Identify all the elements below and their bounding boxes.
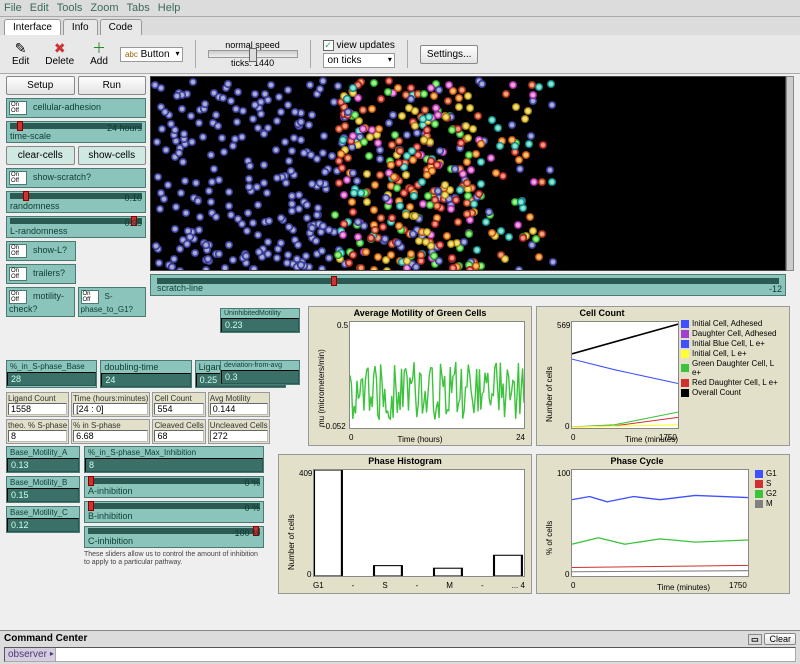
legend-item: M [755, 499, 785, 508]
randomness-slider[interactable]: randomness0.10 [6, 191, 146, 213]
legend-item: Initial Cell, Adhesed [681, 319, 785, 328]
scratch-line-slider[interactable]: scratch-line -12 [150, 274, 786, 296]
legend-item: S [755, 479, 785, 488]
doubling-time-input[interactable]: doubling-time24 [100, 360, 191, 388]
speed-slider[interactable]: normal speed ticks: 1440 [208, 40, 298, 68]
menu-help[interactable]: Help [158, 2, 181, 14]
cellcount-plot: Cell Count 569 0 Number of cells Initial… [536, 306, 790, 446]
time-monitor: Time (hours:minutes)[24 : 0] [71, 392, 150, 417]
separator [407, 40, 408, 68]
switch-icon: OnOff [81, 290, 99, 304]
switch-icon: OnOff [9, 101, 27, 115]
menu-bar: File Edit Tools Zoom Tabs Help [0, 0, 800, 17]
inhibition-note: These sliders allow us to control the am… [84, 551, 264, 567]
show-L-switch[interactable]: OnOffshow-L? [6, 241, 76, 261]
legend-item: Initial Cell, L e+ [681, 349, 785, 358]
uncleaved-monitor: Uncleaved Cells272 [208, 419, 270, 444]
edit-button[interactable]: ✎Edit [8, 39, 33, 69]
pencil-icon: ✎ [15, 41, 27, 55]
menu-file[interactable]: File [4, 2, 22, 14]
pct-sphase-monitor: % in S-phase6.68 [71, 419, 150, 444]
phasecycle-plot: Phase Cycle 100 0 % of cells G1SG2M 0 17… [536, 454, 790, 594]
base-motility-b-input[interactable]: Base_Motility_B0.15 [6, 476, 80, 503]
histogram-plot: Phase Histogram 409 0 Number of cells G1… [278, 454, 532, 594]
world-view[interactable] [150, 76, 786, 271]
base-motility-a-input[interactable]: Base_Motility_A0.13 [6, 446, 80, 473]
legend-item: Green Daughter Cell, L e+ [681, 359, 785, 377]
settings-button[interactable]: Settings... [420, 45, 478, 64]
time-scale-slider[interactable]: time-scale24 hours [6, 121, 146, 143]
motility-plot: Average Motility of Green Cells 0.5 -0.0… [308, 306, 532, 446]
command-center-title: Command Center [4, 633, 87, 645]
legend-item: Red Daughter Cell, L e+ [681, 378, 785, 387]
switch-icon: OnOff [9, 171, 27, 185]
pct-sphase-base-input[interactable]: %_in_S-phase_Base28 [6, 360, 97, 388]
workspace: Setup Run OnOffcellular-adhesion time-sc… [0, 74, 800, 630]
run-button[interactable]: Run [78, 76, 147, 95]
tab-strip: Interface Info Code [0, 17, 800, 35]
sphase-to-g1-switch[interactable]: OnOffS-phase_to_G1? [78, 287, 147, 317]
cmd-toggle-icon[interactable]: ▭ [748, 634, 762, 645]
legend-item: Overall Count [681, 388, 785, 397]
legend-item: G1 [755, 469, 785, 478]
delete-label: Delete [45, 56, 74, 67]
x-icon: ✖ [54, 41, 66, 55]
menu-zoom[interactable]: Zoom [90, 2, 118, 14]
widget-type-combo[interactable]: abc Button [120, 47, 183, 62]
pct-sphase-max-input[interactable]: %_in_S-phase_Max_Inhibition8 [84, 446, 264, 473]
command-center: Command Center ▭ Clear observer [0, 630, 800, 664]
update-mode-combo[interactable]: on ticks [323, 53, 395, 68]
L-randomness-slider[interactable]: L-randomness0.95 [6, 216, 146, 238]
switch-icon: OnOff [9, 290, 27, 304]
switch-icon: OnOff [9, 244, 27, 258]
menu-tools[interactable]: Tools [57, 2, 83, 14]
setup-button[interactable]: Setup [6, 76, 75, 95]
clear-cells-button[interactable]: clear-cells [6, 146, 75, 165]
add-button[interactable]: ＋Add [86, 39, 112, 69]
show-scratch-switch[interactable]: OnOffshow-scratch? [6, 168, 146, 188]
base-motility-c-input[interactable]: Base_Motility_C0.12 [6, 506, 80, 533]
switch-icon: OnOff [9, 267, 27, 281]
trailers-switch[interactable]: OnOfftrailers? [6, 264, 76, 284]
view-updates-label: view updates [337, 40, 395, 51]
separator [310, 40, 311, 68]
cleaved-monitor: Cleaved Cells68 [152, 419, 205, 444]
plus-icon: ＋ [92, 41, 106, 55]
c-inhibition-slider[interactable]: C-inhibition100 % [84, 526, 264, 548]
cell-count-monitor: Cell Count554 [152, 392, 205, 417]
add-label: Add [90, 56, 108, 67]
command-input[interactable] [56, 648, 795, 661]
observer-prompt[interactable]: observer [5, 648, 56, 661]
edit-label: Edit [12, 56, 29, 67]
cellular-adhesion-switch[interactable]: OnOffcellular-adhesion [6, 98, 146, 118]
avg-motility-monitor: Avg Motility0.144 [208, 392, 270, 417]
combo-label: Button [141, 49, 170, 60]
theo-sphase-monitor: theo. % S-phase8 [6, 419, 69, 444]
toolbar: ✎Edit ✖Delete ＋Add abc Button normal spe… [0, 35, 800, 74]
uninhibited-motility-input[interactable]: UninhibitedMotility0.23 [220, 308, 300, 333]
view-updates-checkbox[interactable]: ✓ [323, 40, 334, 51]
menu-edit[interactable]: Edit [30, 2, 49, 14]
menu-tabs[interactable]: Tabs [127, 2, 150, 14]
tab-code[interactable]: Code [100, 19, 142, 35]
legend-item: Daughter Cell, Adhesed [681, 329, 785, 338]
motility-check-switch[interactable]: OnOffmotility-check? [6, 287, 75, 317]
a-inhibition-slider[interactable]: A-inhibition0 % [84, 476, 264, 498]
tab-interface[interactable]: Interface [4, 19, 61, 35]
delete-button[interactable]: ✖Delete [41, 39, 78, 69]
b-inhibition-slider[interactable]: B-inhibition0 % [84, 501, 264, 523]
tab-info[interactable]: Info [63, 19, 98, 35]
legend-item: Initial Blue Cell, L e+ [681, 339, 785, 348]
deviation-from-avg-input[interactable]: deviation-from-avg0.3 [220, 360, 300, 385]
show-cells-button[interactable]: show-cells [78, 146, 147, 165]
separator [195, 40, 196, 68]
clear-button[interactable]: Clear [764, 633, 796, 645]
legend-item: G2 [755, 489, 785, 498]
ticks-value: 1440 [254, 58, 274, 68]
ligand-count-monitor: Ligand Count1558 [6, 392, 69, 417]
scrollbar[interactable] [786, 76, 794, 271]
